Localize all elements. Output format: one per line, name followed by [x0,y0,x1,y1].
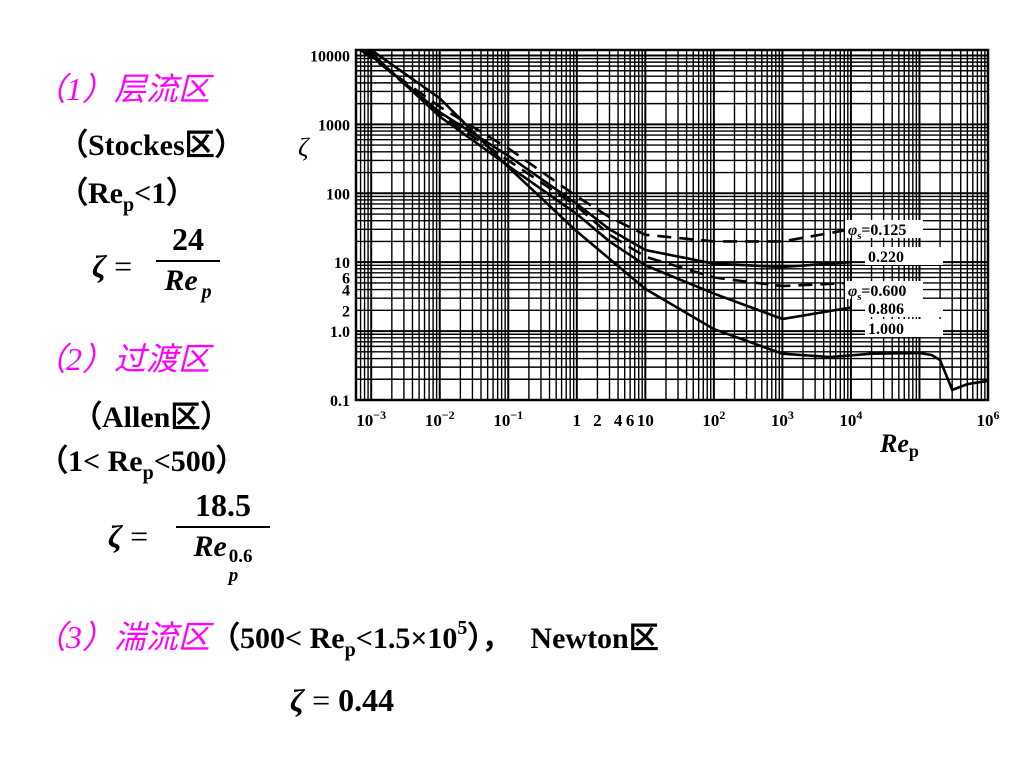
x-tick-label: 102 [702,408,725,430]
series-label: 0.806 [868,301,904,318]
y-tick-label: 10 [334,255,350,272]
series-label: φs=0.600 [848,283,906,303]
x-tick-label: 104 [839,408,862,430]
fraction-bar [176,526,270,528]
series-label: 1.000 [868,321,904,338]
transition-numerator: 18.5 [195,487,251,523]
turbulent-formula: ζ = 0.44 [290,682,395,718]
turbulent-line: （3）湍流区（500< Rep<1.5×105）， Newton区 [34,612,659,662]
x-tick-label: 1 [573,411,582,430]
laminar-denominator: Re p [164,263,212,303]
series-line-2 [363,49,851,288]
series-line-0 [359,48,852,243]
series-label-bg [865,247,943,265]
transition-denominator: Re 0.6 p [193,529,253,586]
transition-region-name: （Allen区） [72,401,231,434]
x-tick-label: 10−2 [425,408,455,430]
series-label-bg [845,220,923,238]
series-label: 0.220 [868,249,904,266]
x-tick-label: 4 [614,411,623,430]
x-tick-label: 10 [637,411,654,430]
laminar-region-name: （Stockes区） [58,129,245,162]
x-tick-labels: 10−3 10−2 10−1 1 2 4 6 10 102 103 104 106 [356,408,999,430]
chart-series [359,48,989,392]
series-line-3 [367,49,852,321]
x-tick-label: 2 [593,411,602,430]
y-tick-label: 1.0 [330,324,350,341]
laminar-numerator: 24 [172,221,204,257]
series-line-4 [370,48,989,392]
series-line-1 [363,48,851,269]
x-tick-label: 103 [771,408,794,430]
x-tick-label: 10−3 [356,408,386,430]
series-label-bg [865,299,943,317]
x-axis-label: Rep [879,429,919,461]
y-axis-label: ζ [298,133,310,162]
turbulent-condition: （500< Rep<1.5×105）， [210,617,513,661]
y-tick-label: 0.1 [330,393,350,410]
series-label: φs=0.125 [848,222,906,242]
turbulent-heading: （3）湍流区 [34,619,211,655]
x-tick-label: 6 [626,411,635,430]
fraction-bar [156,260,220,262]
x-tick-label: 10−1 [493,408,523,430]
transition-heading: （2）过渡区 [34,341,211,377]
laminar-heading: （1）层流区 [34,71,211,107]
transition-formula-lhs: ζ = [108,518,149,554]
series-label-bg [845,281,923,299]
y-tick-label: 1000 [318,117,350,134]
y-tick-label: 2 [342,303,350,320]
laminar-formula-fraction: 24 Re p [156,222,220,309]
y-tick-label: 6 [342,270,350,287]
transition-formula-fraction: 18.5 Re 0.6 p [176,488,270,585]
transition-condition: （1< Rep<500） [38,445,246,484]
y-tick-label: 100 [326,186,350,203]
x-tick-label: 106 [977,408,1000,430]
turbulent-region-name: Newton区 [530,622,659,655]
y-tick-label: 10000 [310,48,350,65]
laminar-condition: （Rep<1） [58,177,197,216]
series-label-bg [865,319,943,337]
drag-coefficient-chart: 10−3 10−2 10−1 1 2 4 6 10 102 103 104 106 100001000… [298,48,1000,461]
laminar-formula-lhs: ζ = [92,248,133,284]
y-tick-label: 4 [342,283,350,300]
